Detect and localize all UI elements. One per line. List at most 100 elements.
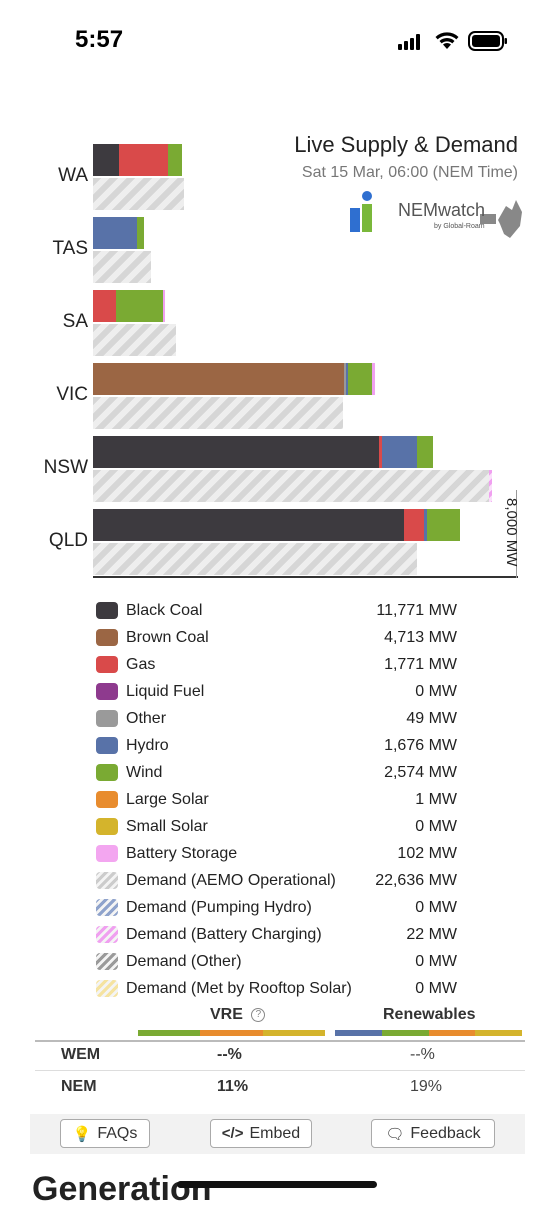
legend-label: Small Solar [126, 817, 208, 835]
status-time: 5:57 [75, 26, 124, 53]
legend-item[interactable]: Small Solar 0 MW [96, 813, 476, 840]
bar-segment-hydro [93, 217, 137, 249]
legend-label: Brown Coal [126, 628, 209, 646]
supply-bar-tas[interactable] [93, 217, 144, 249]
demand-bar-vic[interactable] [93, 397, 343, 429]
bar-segment-gas [378, 436, 382, 468]
demand-bar-wa[interactable] [93, 178, 184, 210]
legend-label: Liquid Fuel [126, 682, 205, 700]
legend-value: 1,676 MW [384, 736, 457, 754]
region-label-wa: WA [58, 165, 88, 186]
chart-legend: Black Coal 11,771 MW Brown Coal 4,713 MW Gas… [96, 597, 476, 1002]
legend-value: 49 MW [406, 709, 457, 727]
nemwatch-logo[interactable]: NEMwatch by Global-Roam [348, 190, 528, 240]
legend-swatch [96, 872, 118, 889]
table-row: NEM 11% 19% [35, 1078, 525, 1106]
legend-item[interactable]: Black Coal 11,771 MW [96, 597, 476, 624]
legend-label: Large Solar [126, 790, 209, 808]
feedback-button[interactable]: 🗨 Feedback [371, 1119, 495, 1148]
vre-color-bar [138, 1030, 325, 1036]
row-renewables-value: 19% [410, 1078, 443, 1095]
help-icon[interactable]: ? [251, 1008, 266, 1022]
legend-label: Demand (AEMO Operational) [126, 871, 336, 889]
legend-value: 0 MW [415, 817, 457, 835]
faqs-label: FAQs [97, 1124, 138, 1142]
vre-column-header: VRE ? [210, 1006, 266, 1024]
table-row: WEM --% --% [35, 1046, 525, 1074]
legend-item[interactable]: Hydro 1,676 MW [96, 732, 476, 759]
legend-swatch [96, 656, 118, 673]
legend-item[interactable]: Other 49 MW [96, 705, 476, 732]
home-indicator[interactable] [177, 1181, 377, 1188]
legend-item[interactable]: Large Solar 1 MW [96, 786, 476, 813]
legend-label: Black Coal [126, 601, 203, 619]
bar-segment-other [343, 363, 346, 395]
bar-segment-battery-storage [162, 290, 165, 322]
supply-bar-sa[interactable] [93, 290, 165, 322]
supply-demand-chart: Live Supply & Demand Sat 15 Mar, 06:00 (… [30, 130, 530, 590]
row-vre-value: --% [217, 1046, 242, 1063]
demand-bar-qld[interactable] [93, 543, 417, 575]
legend-value: 11,771 MW [376, 601, 457, 619]
section-heading: Generation [32, 1170, 212, 1208]
legend-swatch [96, 602, 118, 619]
supply-bar-wa[interactable] [93, 144, 182, 176]
renewables-color-bar [335, 1030, 522, 1036]
row-renewables-value: --% [410, 1046, 435, 1063]
supply-bar-nsw[interactable] [93, 436, 433, 468]
legend-value: 1 MW [415, 790, 457, 808]
legend-item[interactable]: Battery Storage 102 MW [96, 840, 476, 867]
legend-value: 2,574 MW [384, 763, 457, 781]
legend-item[interactable]: Demand (Met by Rooftop Solar) 0 MW [96, 975, 476, 1002]
legend-swatch [96, 683, 118, 700]
legend-swatch [96, 845, 118, 862]
legend-label: Gas [126, 655, 156, 673]
legend-label: Demand (Battery Charging) [126, 925, 322, 943]
demand-bar-nsw[interactable] [93, 470, 492, 502]
nemwatch-logo-icon [350, 191, 522, 238]
bar-segment-wind [417, 436, 433, 468]
bar-segment-hydro [345, 363, 348, 395]
legend-label: Wind [126, 763, 163, 781]
legend-swatch [96, 791, 118, 808]
demand-bar-tas[interactable] [93, 251, 151, 283]
speech-bubble-icon: 🗨 [385, 1125, 405, 1143]
embed-button[interactable]: </> Embed [210, 1119, 312, 1148]
row-label: NEM [61, 1078, 97, 1095]
status-bar: 5:57 [0, 0, 554, 80]
demand-battery-charging-nsw [489, 470, 492, 502]
legend-item[interactable]: Demand (Battery Charging) 22 MW [96, 921, 476, 948]
region-label-sa: SA [62, 311, 88, 332]
bar-segment-wind [427, 509, 460, 541]
logo-subtext: by Global-Roam [434, 223, 485, 230]
legend-item[interactable]: Brown Coal 4,713 MW [96, 624, 476, 651]
faqs-button[interactable]: 💡 FAQs [60, 1119, 150, 1148]
chart-subtitle: Sat 15 Mar, 06:00 (NEM Time) [301, 164, 518, 181]
legend-item[interactable]: Demand (Other) 0 MW [96, 948, 476, 975]
demand-bar-sa[interactable] [93, 324, 176, 356]
legend-item[interactable]: Gas 1,771 MW [96, 651, 476, 678]
legend-value: 0 MW [415, 952, 457, 970]
lightbulb-icon: 💡 [72, 1125, 92, 1143]
legend-value: 4,713 MW [384, 628, 457, 646]
legend-label: Demand (Met by Rooftop Solar) [126, 979, 352, 997]
legend-value: 22 MW [406, 925, 457, 943]
legend-swatch [96, 899, 118, 916]
bar-segment-hydro [424, 509, 427, 541]
legend-value: 0 MW [415, 898, 457, 916]
bar-segment-wind [116, 290, 163, 322]
legend-item[interactable]: Demand (Pumping Hydro) 0 MW [96, 894, 476, 921]
legend-item[interactable]: Liquid Fuel 0 MW [96, 678, 476, 705]
region-label-vic: VIC [56, 384, 88, 405]
vre-renewables-table: VRE ? Renewables WEM --% --% NEM 11% 19% [35, 1003, 525, 1095]
renewables-column-header: Renewables [383, 1006, 476, 1023]
supply-bar-qld[interactable] [93, 509, 460, 541]
legend-item[interactable]: Wind 2,574 MW [96, 759, 476, 786]
supply-bar-vic[interactable] [93, 363, 375, 395]
legend-swatch [96, 953, 118, 970]
legend-value: 0 MW [415, 682, 457, 700]
legend-item[interactable]: Demand (AEMO Operational) 22,636 MW [96, 867, 476, 894]
legend-label: Demand (Other) [126, 952, 242, 970]
bar-segment-battery-storage [371, 363, 375, 395]
legend-label: Battery Storage [126, 844, 238, 862]
